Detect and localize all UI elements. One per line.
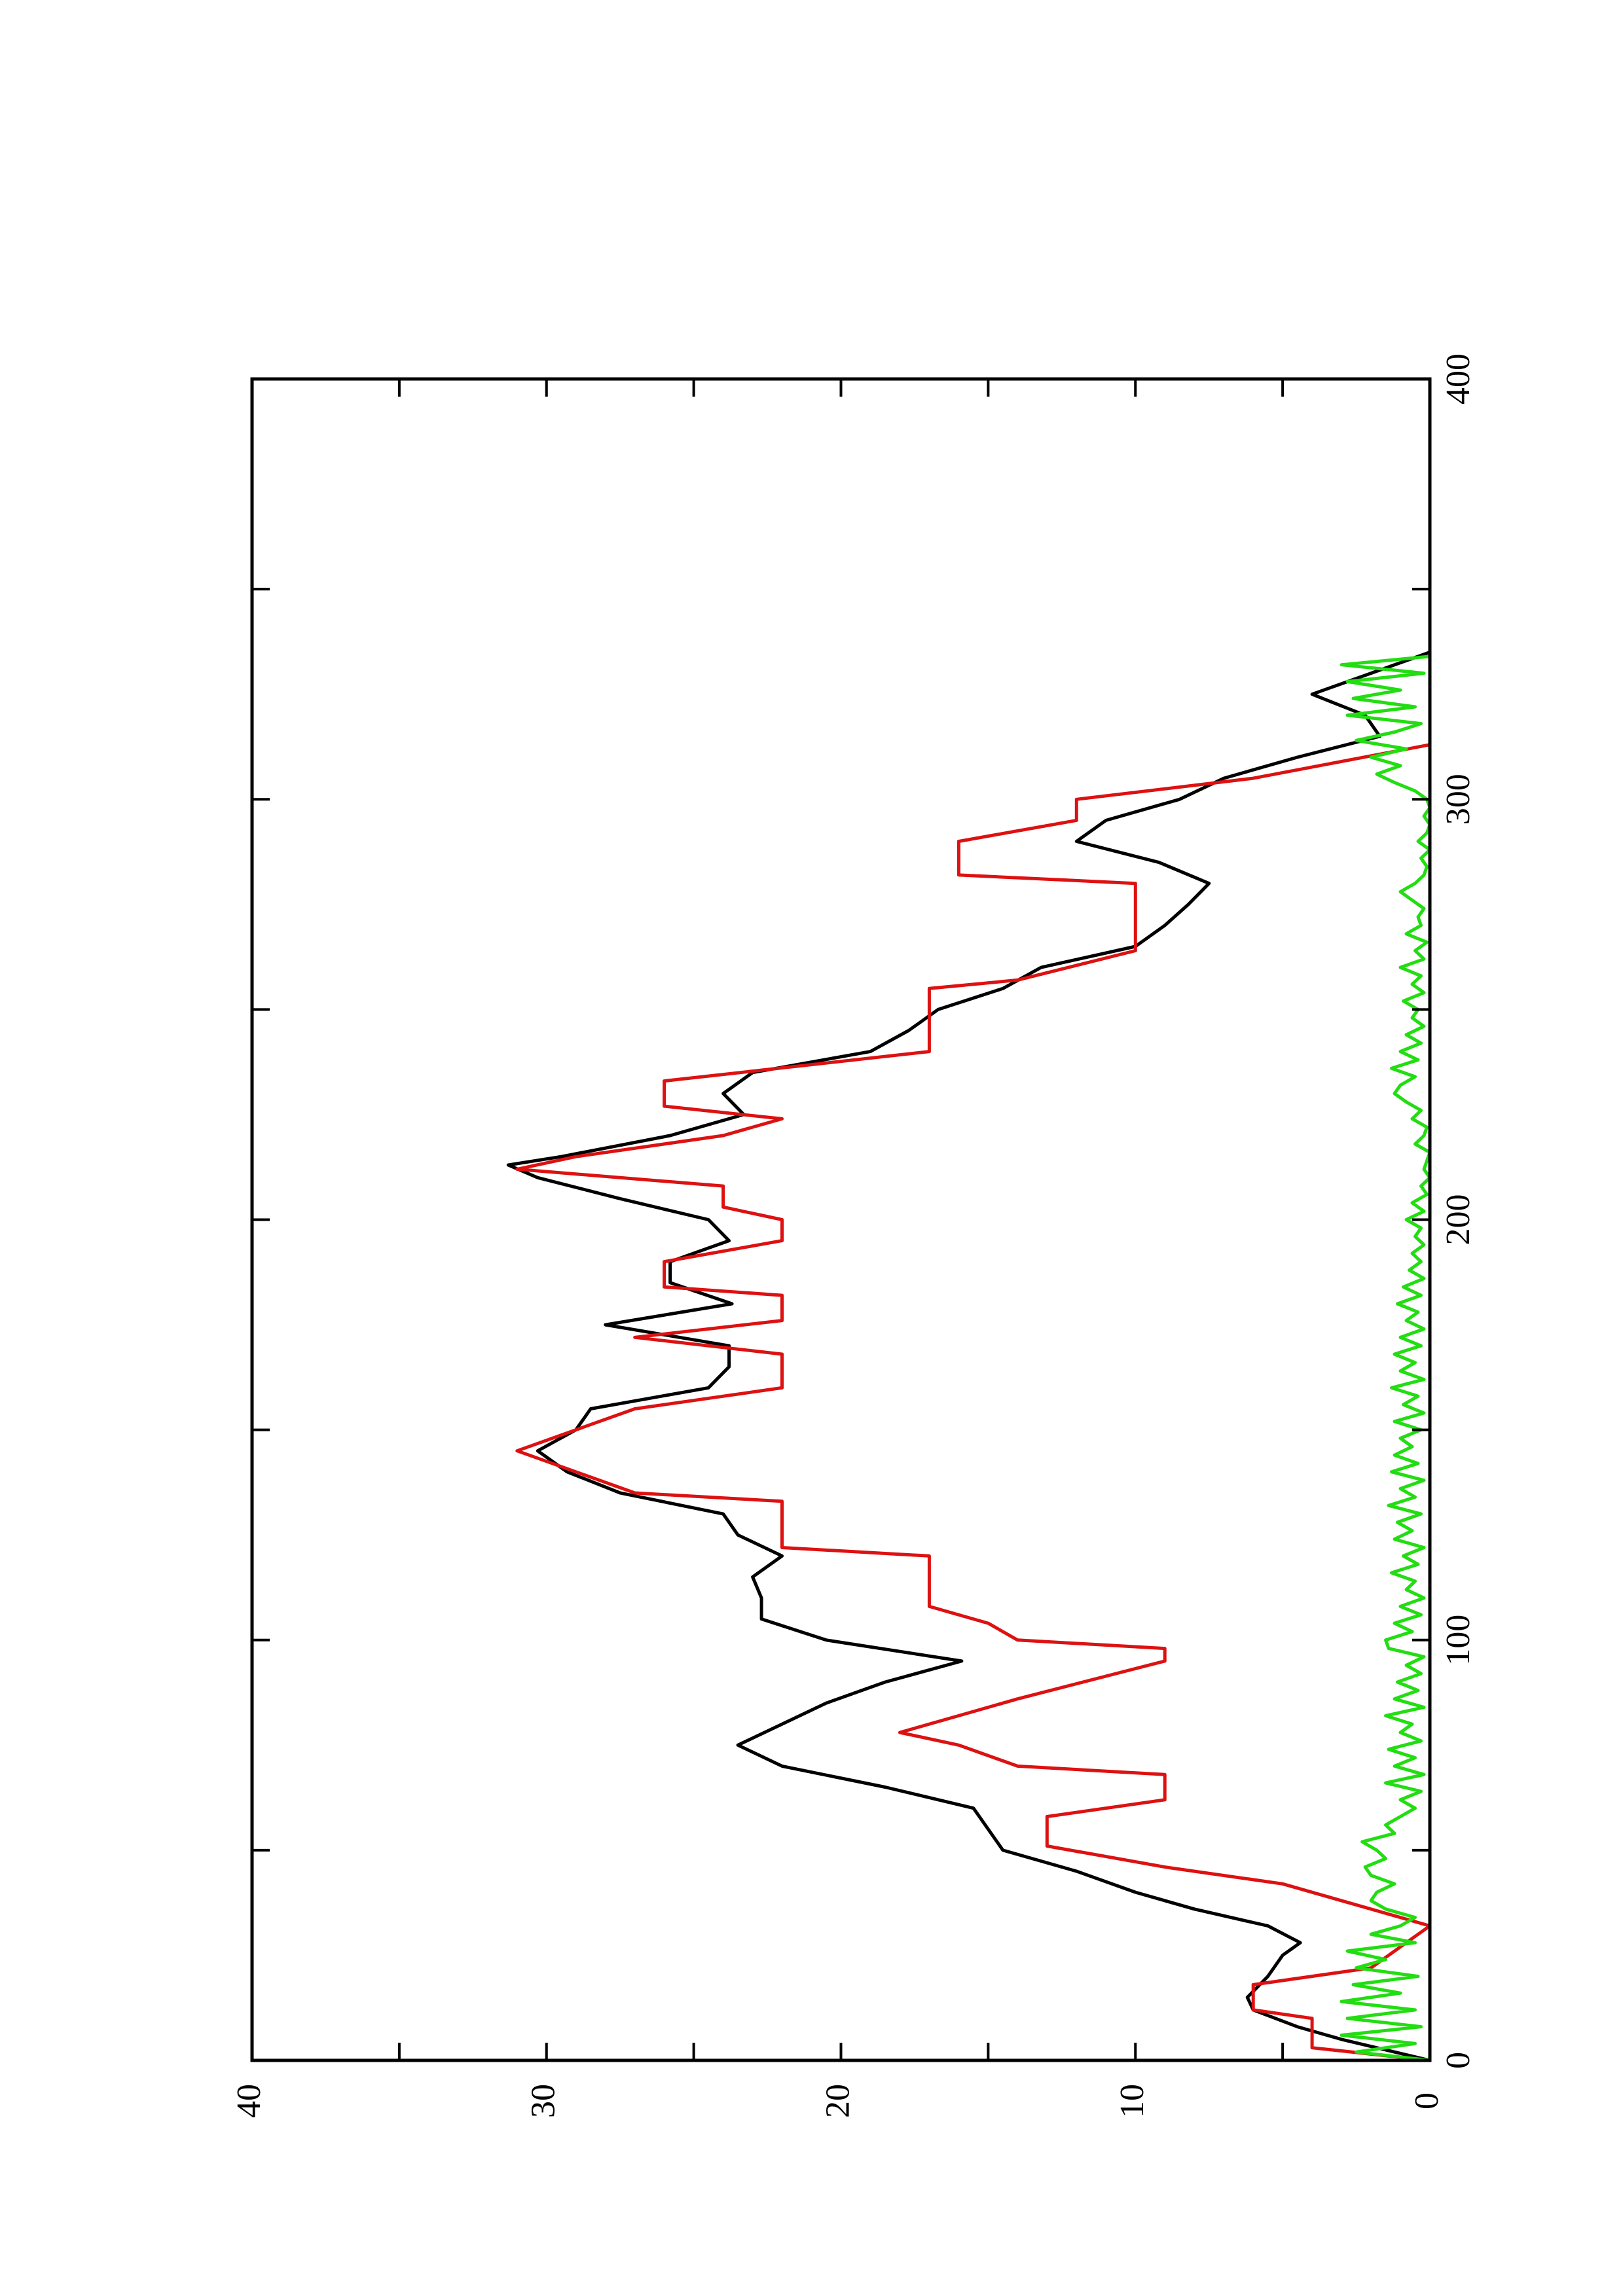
series-line: [1340, 655, 1432, 2062]
y-tick-label: 30: [525, 2084, 562, 2118]
x-tick-label: 400: [1440, 353, 1477, 404]
x-tick-label: 200: [1440, 1194, 1477, 1246]
y-tick-label: 40: [230, 2084, 268, 2118]
series-line: [515, 652, 1432, 2062]
y-tick-label: 10: [1114, 2084, 1151, 2118]
x-tick-label: 0: [1440, 2052, 1477, 2069]
y-tick-label: 0: [1408, 2092, 1446, 2109]
x-tick-label: 100: [1440, 1615, 1477, 1666]
y-tick-label: 20: [819, 2084, 856, 2118]
x-tick-label: 300: [1440, 774, 1477, 825]
series-line: [506, 651, 1431, 2062]
